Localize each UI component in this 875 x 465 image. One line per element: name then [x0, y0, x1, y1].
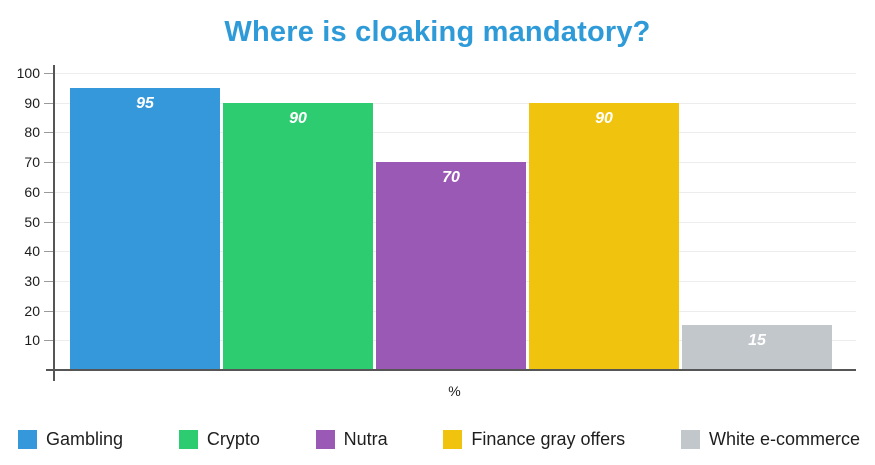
legend-swatch-nutra [315, 429, 335, 449]
y-tick-10 [44, 340, 55, 341]
legend-item-finance-gray-offers: Finance gray offers [443, 428, 625, 450]
gridline-80 [53, 132, 856, 133]
bar-value-label: 95 [136, 95, 154, 112]
y-axis-line [53, 65, 55, 381]
legend-item-gambling: Gambling [18, 428, 123, 450]
legend-swatch-white-e-commerce [680, 429, 700, 449]
y-tick-50 [44, 222, 55, 223]
bar-value-label: 90 [595, 110, 613, 127]
legend-swatch-finance-gray-offers [443, 429, 463, 449]
chart-title: Where is cloaking mandatory? [224, 16, 651, 48]
legend-label: White e-commerce [708, 429, 860, 449]
bar-crypto: 90 [223, 103, 373, 370]
y-tick-70 [44, 162, 55, 163]
gridline-100 [53, 73, 856, 74]
y-tick-label-80: 80 [24, 124, 40, 140]
legend-label: Gambling [46, 429, 124, 449]
y-tick-80 [44, 132, 55, 133]
y-tick-label-20: 20 [24, 303, 40, 319]
y-tick-label-100: 100 [16, 65, 40, 81]
legend-item-crypto: Crypto [178, 428, 260, 450]
legend-label: Finance gray offers [471, 429, 626, 449]
x-axis-label: % [448, 383, 461, 399]
y-tick-90 [44, 103, 55, 104]
y-tick-100 [44, 73, 55, 74]
bar-value-label: 90 [289, 110, 307, 127]
legend: Gambling Crypto Nutra Finance gray offers Wh… [18, 428, 860, 450]
bar-value-label: 15 [748, 332, 766, 349]
legend-item-white-e-commerce: White e-commerce [680, 428, 860, 450]
y-tick-40 [44, 251, 55, 252]
y-tick-label-60: 60 [24, 184, 40, 200]
y-tick-label-90: 90 [24, 95, 40, 111]
legend-swatch-crypto [178, 429, 198, 449]
legend-swatch-gambling [18, 429, 37, 449]
legend-label: Nutra [343, 429, 388, 449]
y-tick-label-70: 70 [24, 154, 40, 170]
y-tick-label-50: 50 [24, 214, 40, 230]
y-tick-label-30: 30 [24, 273, 40, 289]
y-tick-label-40: 40 [24, 243, 40, 259]
legend-label: Crypto [206, 429, 260, 449]
y-tick-label-10: 10 [24, 332, 40, 348]
bar-finance-gray-offers: 90 [529, 103, 679, 370]
y-tick-30 [44, 281, 55, 282]
y-tick-20 [44, 311, 55, 312]
bar-value-label: 70 [442, 169, 460, 186]
x-axis-line [46, 369, 856, 371]
bar-nutra: 70 [376, 162, 526, 370]
gridline-90 [53, 103, 856, 104]
legend-item-nutra: Nutra [315, 428, 388, 450]
y-tick-60 [44, 192, 55, 193]
bar-white-e-commerce: 15 [682, 325, 832, 370]
bar-gambling: 95 [70, 88, 220, 370]
